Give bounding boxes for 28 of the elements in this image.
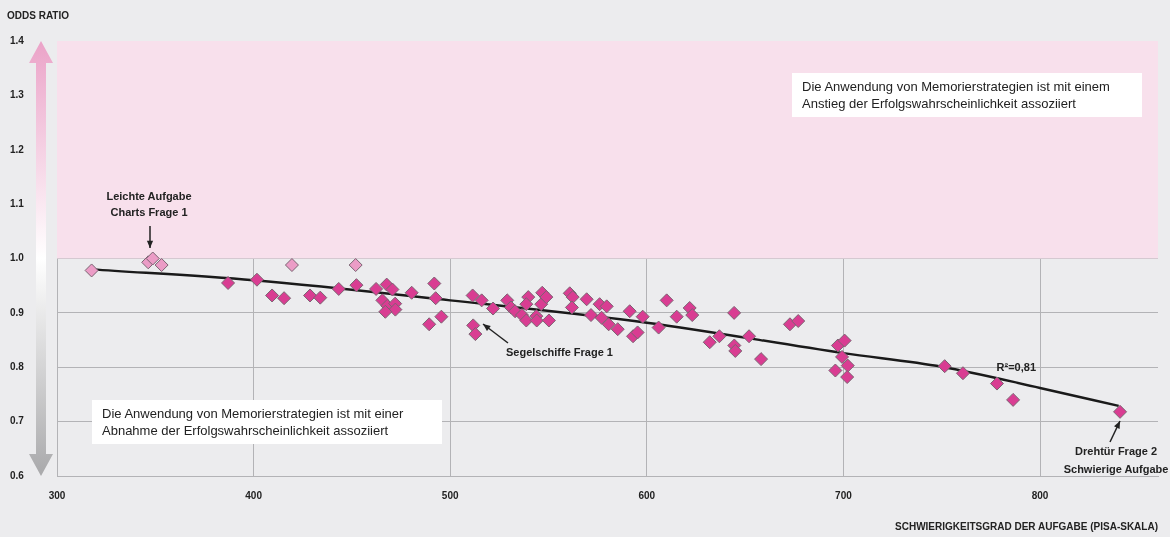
point [154, 258, 169, 273]
y-tick-label: 1.3 [10, 89, 25, 101]
text-box: Die Anwendung von Memorierstrategien ist mit einem Anstieg der Erfolgswahrscheinlichkeit assoziiert [792, 73, 1142, 117]
y-tick-label: 1.2 [10, 143, 25, 155]
y-tick-label: 0.9 [10, 306, 25, 318]
y-tick-label: 1.0 [10, 252, 25, 264]
point [84, 263, 99, 278]
point [348, 258, 363, 273]
y-tick-label: 1.4 [10, 34, 25, 46]
point [284, 258, 299, 273]
annotation: Segelschiffe Frage 1 [506, 345, 614, 360]
annotation: Leichte Aufgabe Charts Frage 1 [105, 189, 193, 220]
x-tick-label: 700 [835, 489, 853, 501]
x-tick-label: 300 [48, 489, 66, 501]
y-tick-label: 0.6 [10, 469, 25, 481]
annotation: R²=0,81 [996, 360, 1037, 373]
x-tick-label: 500 [441, 489, 459, 501]
point [145, 251, 160, 266]
x-axis-title: SCHWIERIGKEITSGRAD DER AUFGABE (PISA-SKALA) [895, 520, 1158, 532]
text-box: Die Anwendung von Memorierstrategien ist mit einer Abnahme der Erfolgswahrscheinlichkeit assoziiert [92, 400, 442, 444]
annotation: Drehtür Frage 2 Schwierige Aufgabe [1063, 444, 1169, 475]
x-tick-label: 400 [245, 489, 263, 501]
x-tick-label: 800 [1031, 489, 1049, 501]
y-tick-label: 0.7 [10, 415, 25, 427]
x-tick-label: 600 [638, 489, 656, 501]
y-axis-title: ODDS RATIO [7, 9, 70, 21]
y-tick-label: 0.8 [10, 361, 25, 372]
y-tick-label: 1.1 [10, 197, 25, 209]
